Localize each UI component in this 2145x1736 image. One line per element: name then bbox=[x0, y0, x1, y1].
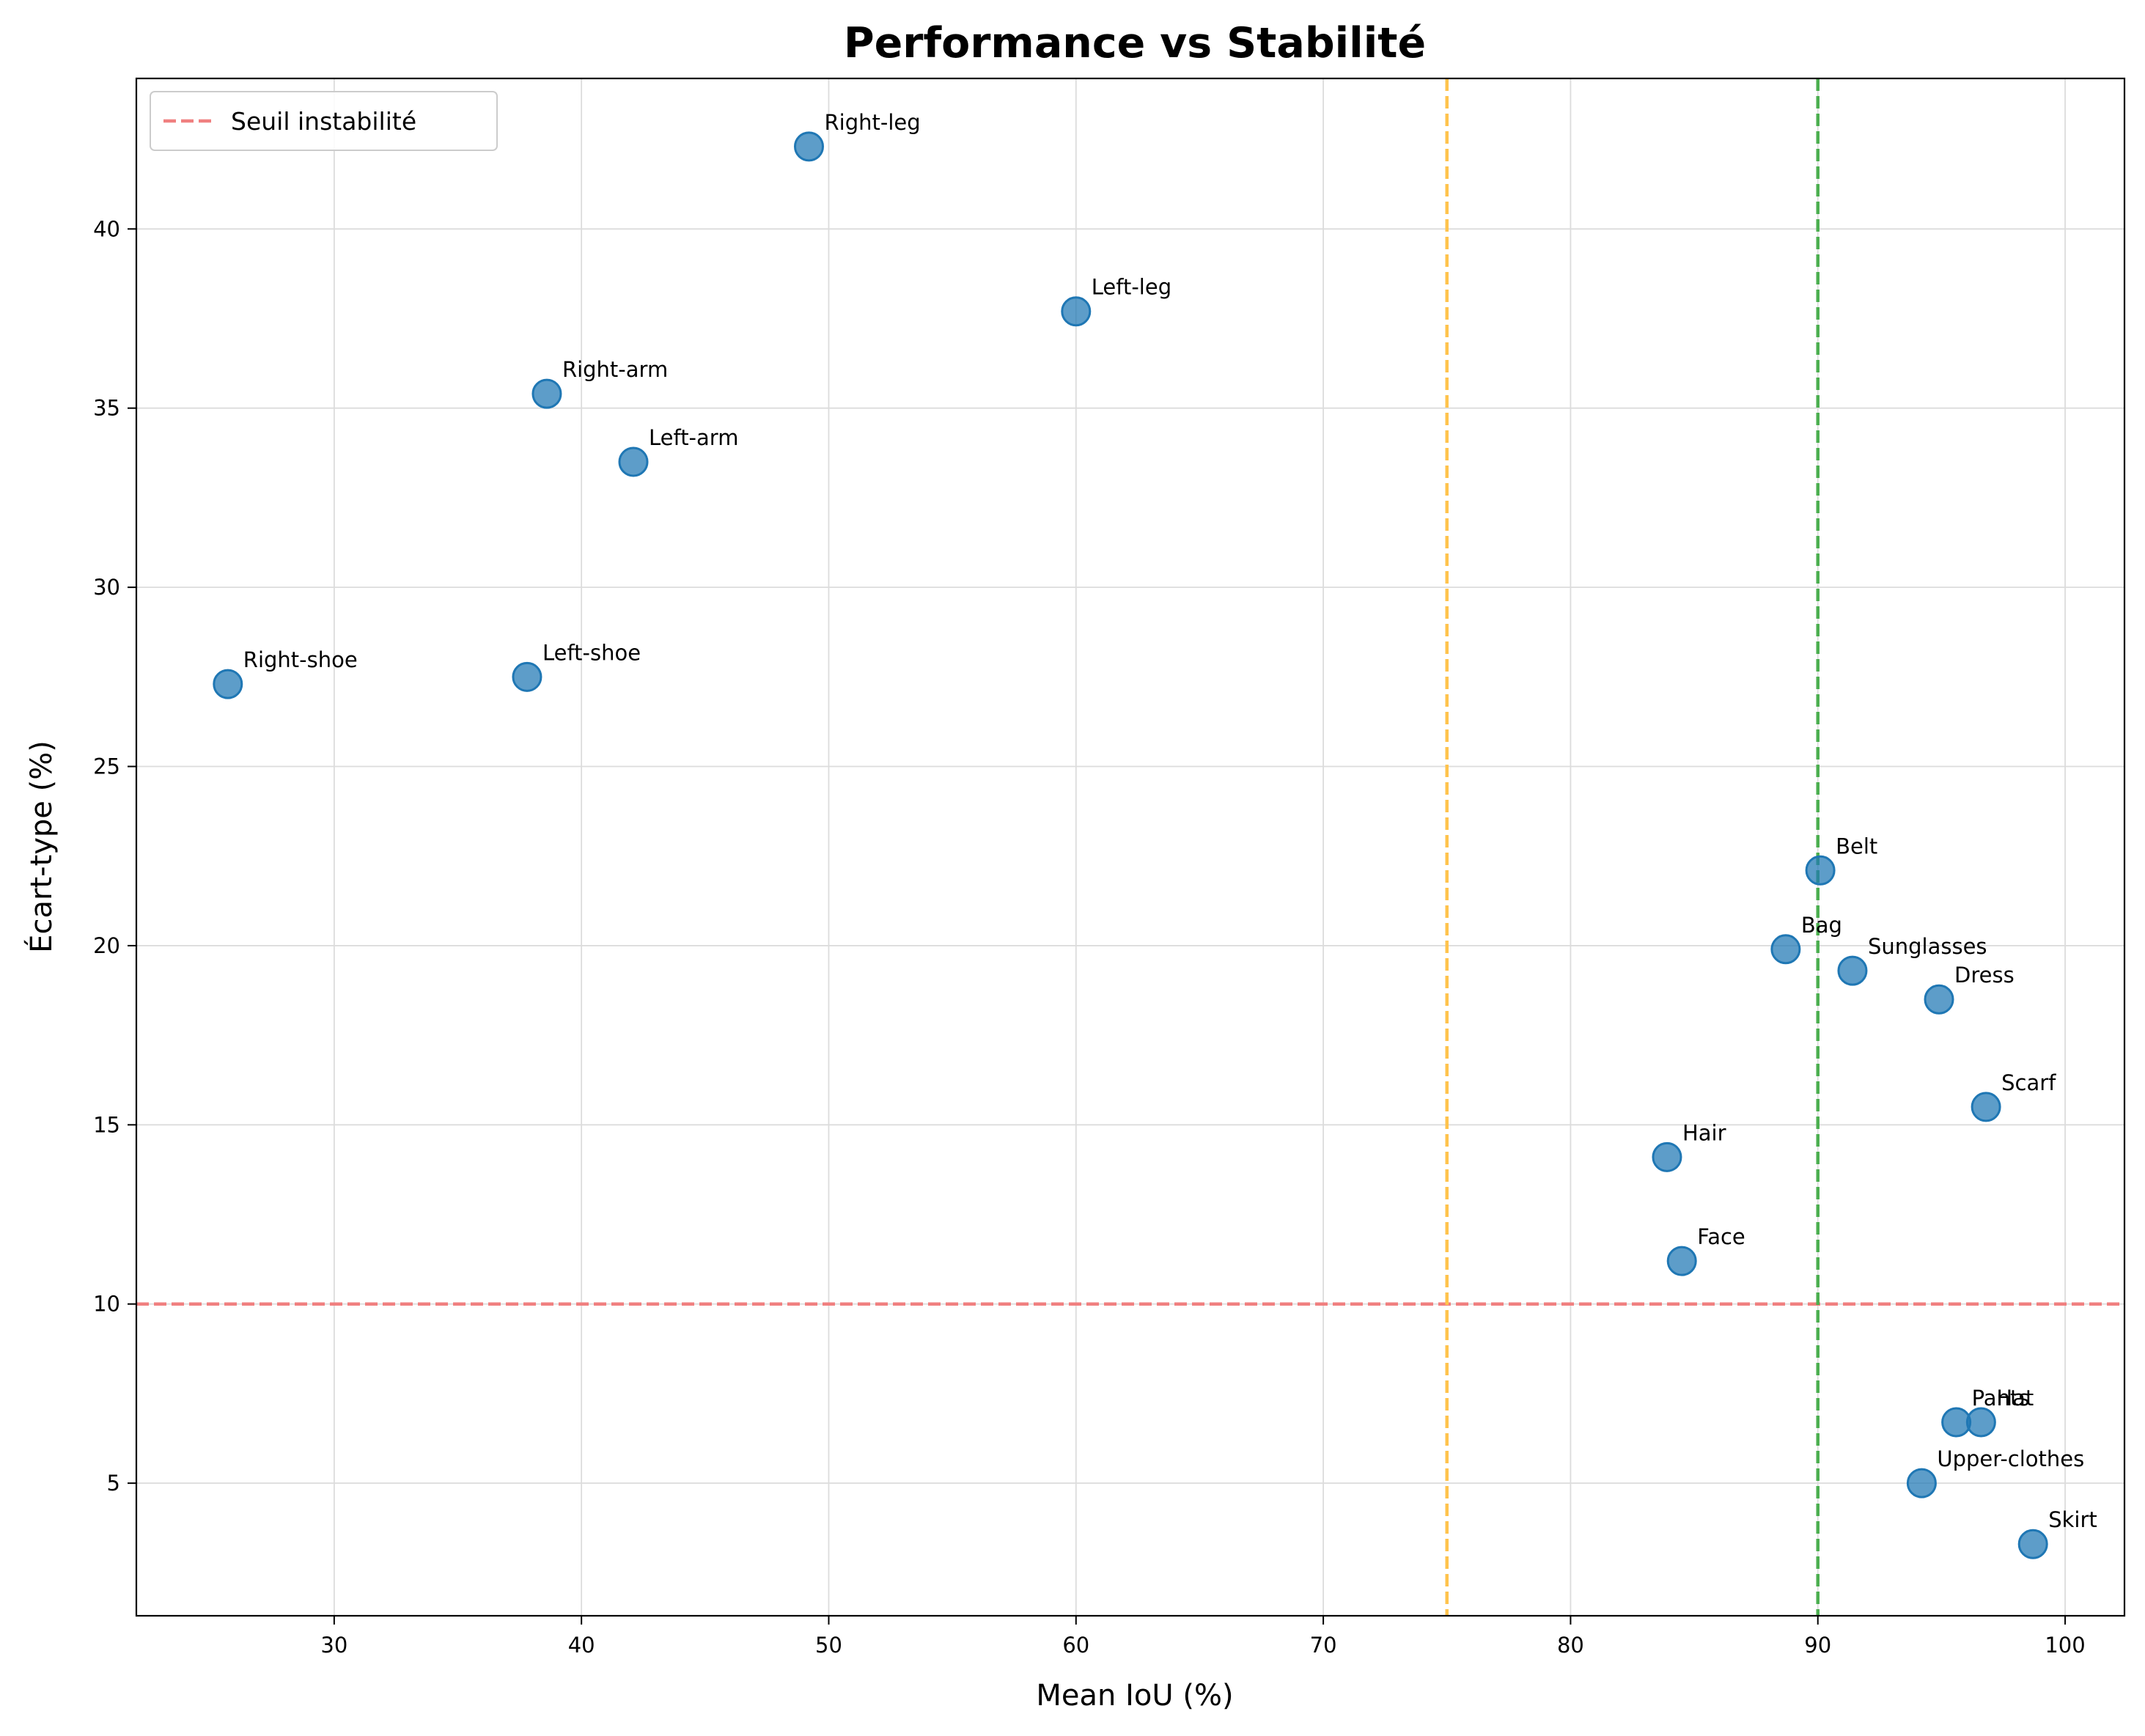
data-point bbox=[213, 669, 243, 699]
legend-label: Seuil instabilité bbox=[231, 107, 416, 136]
y-tick-label: 20 bbox=[93, 933, 120, 958]
x-tick-label: 40 bbox=[568, 1633, 595, 1658]
y-tick-label: 5 bbox=[107, 1471, 120, 1496]
data-point bbox=[1971, 1092, 2001, 1122]
data-point bbox=[1924, 984, 1954, 1015]
chart-title: Performance vs Stabilité bbox=[844, 19, 1426, 67]
y-axis-ticks: 5 10 15 20 25 30 35 40 bbox=[93, 216, 136, 1496]
point-label: Right-arm bbox=[562, 357, 668, 382]
legend: Seuil instabilité bbox=[150, 91, 498, 151]
x-axis-ticks: 30 40 50 60 70 80 90 100 bbox=[320, 1616, 2086, 1658]
point-label: Sunglasses bbox=[1868, 934, 1987, 959]
y-tick-label: 30 bbox=[93, 575, 120, 600]
point-labels: Right-leg Left-leg Right-arm Left-arm Right-… bbox=[243, 110, 2097, 1532]
y-tick-label: 40 bbox=[93, 216, 120, 241]
point-label: Pants bbox=[1972, 1386, 2030, 1410]
x-tick-label: 60 bbox=[1062, 1633, 1089, 1658]
y-tick-label: 25 bbox=[93, 754, 120, 779]
data-point bbox=[1965, 1407, 1996, 1438]
legend-box bbox=[150, 91, 498, 151]
data-point bbox=[1652, 1141, 1682, 1172]
data-point bbox=[1837, 955, 1868, 986]
x-axis-label: Mean IoU (%) bbox=[1036, 1679, 1233, 1713]
reference-lines bbox=[136, 78, 2124, 1616]
point-label: Right-shoe bbox=[243, 647, 358, 672]
y-tick-label: 35 bbox=[93, 396, 120, 421]
point-label: Upper-clothes bbox=[1937, 1446, 2084, 1471]
data-point bbox=[1666, 1246, 1697, 1276]
data-point bbox=[618, 446, 649, 477]
data-point bbox=[1805, 855, 1836, 886]
plot-frame bbox=[135, 77, 2126, 1617]
data-points bbox=[213, 131, 2048, 1559]
x-tick-label: 50 bbox=[815, 1633, 842, 1658]
x-tick-label: 70 bbox=[1310, 1633, 1337, 1658]
data-point bbox=[2017, 1529, 2048, 1559]
y-tick-label: 10 bbox=[93, 1292, 120, 1317]
point-label: Hat bbox=[1996, 1386, 2034, 1410]
point-label: Right-leg bbox=[824, 110, 920, 135]
x-tick-label: 100 bbox=[2045, 1633, 2085, 1658]
data-point bbox=[1906, 1468, 1937, 1498]
data-point bbox=[512, 661, 542, 692]
point-label: Left-shoe bbox=[542, 640, 641, 665]
data-point bbox=[793, 131, 824, 162]
x-tick-label: 80 bbox=[1557, 1633, 1584, 1658]
point-label: Scarf bbox=[2001, 1070, 2056, 1095]
point-label: Bag bbox=[1801, 913, 1842, 938]
x-tick-label: 30 bbox=[320, 1633, 347, 1658]
point-label: Hair bbox=[1682, 1120, 1726, 1145]
y-tick-label: 15 bbox=[93, 1112, 120, 1137]
point-label: Face bbox=[1697, 1224, 1745, 1249]
data-point bbox=[1061, 296, 1092, 327]
data-point bbox=[531, 378, 562, 409]
point-label: Dress bbox=[1954, 963, 2015, 987]
data-point bbox=[1770, 934, 1801, 965]
point-label: Left-leg bbox=[1092, 275, 1171, 300]
point-label: Left-arm bbox=[649, 425, 738, 450]
point-label: Belt bbox=[1836, 834, 1877, 858]
x-tick-label: 90 bbox=[1804, 1633, 1831, 1658]
point-label: Skirt bbox=[2048, 1507, 2097, 1532]
y-axis-label: Écart-type (%) bbox=[23, 740, 59, 953]
